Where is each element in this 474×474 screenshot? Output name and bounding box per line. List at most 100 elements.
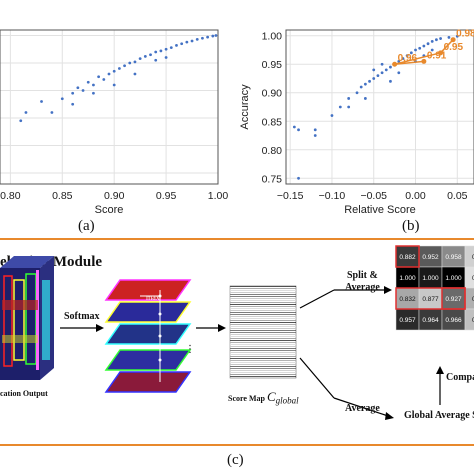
data-point — [422, 44, 426, 48]
grid-cell-value: 1.000 — [422, 275, 439, 282]
data-point — [169, 46, 173, 49]
data-point — [214, 34, 218, 37]
data-point — [435, 38, 438, 42]
grid-cell-value: 0.832 — [399, 296, 416, 303]
data-point — [355, 91, 359, 95]
data-point — [372, 77, 376, 80]
annotation-label: 0.91 — [427, 50, 447, 61]
annotation-marker — [450, 37, 456, 43]
plot-frame — [285, 29, 474, 185]
arrow-up-icon — [436, 366, 444, 374]
svg-text:⋮: ⋮ — [185, 344, 195, 355]
data-point — [81, 89, 85, 92]
data-point — [143, 55, 147, 58]
data-point — [164, 47, 168, 51]
grid-cell-value: 0.957 — [399, 317, 416, 324]
scatter-plot-b: −0.15 −0.10 −0.05 0.00 0.05 0.75 0.80 0.85 0.90 0… — [239, 29, 474, 216]
data-point — [405, 54, 409, 58]
data-point — [60, 97, 64, 101]
classification-output-cube — [0, 256, 54, 380]
data-point — [338, 105, 342, 109]
x-tick-label: 0.00 — [405, 190, 426, 202]
data-point — [19, 119, 23, 123]
grid-cell — [464, 266, 474, 289]
annotation-marker — [438, 50, 444, 56]
grid-cell-value: 0.9 — [472, 317, 474, 324]
annotation-label: 0.95 — [444, 42, 464, 53]
data-point — [380, 62, 384, 66]
x-tick-label: 0.95 — [156, 190, 177, 202]
grid-cell — [464, 308, 474, 331]
module-diagram: ⋮ 0.8820.9520.9580.91.0001.0001.0000.90.… — [0, 245, 474, 420]
data-point — [297, 176, 300, 180]
data-point — [206, 35, 210, 39]
x-tick-label: −0.15 — [277, 190, 304, 202]
y-tick-label: 0.90 — [262, 88, 283, 100]
annotation-marker — [421, 58, 427, 64]
arrow-icon — [385, 412, 394, 420]
data-point — [447, 36, 451, 39]
split-average-grid: 0.882 0.952 0.958 0.9 1.000 1.000 1.000 0.9 0.83… — [395, 245, 474, 331]
highlight-box — [441, 287, 466, 310]
grid-cell-value: 0.9 — [472, 254, 474, 261]
data-point — [292, 125, 296, 129]
data-point — [190, 39, 194, 43]
arrow-icon — [218, 324, 226, 332]
data-point — [149, 53, 152, 57]
global-average-label: Global Average S — [404, 410, 474, 421]
y-tick-label: 0.80 — [262, 145, 283, 157]
data-point — [363, 97, 367, 100]
data-point — [24, 111, 28, 114]
grid-cell-value: 0.964 — [422, 317, 439, 324]
grid-cell-value: 0.877 — [422, 296, 439, 303]
data-point — [401, 57, 405, 60]
input-caption: cation Output — [0, 389, 48, 398]
data-point — [123, 64, 126, 68]
data-point — [201, 36, 204, 40]
annotation-marker — [392, 61, 398, 67]
data-point — [102, 78, 106, 81]
score-map-image — [229, 285, 297, 379]
data-point — [430, 48, 434, 52]
x-tick-label: 0.80 — [0, 190, 21, 202]
max-label: max — [146, 293, 160, 302]
data-point — [347, 105, 351, 109]
grid-cell-value: 0.966 — [445, 317, 462, 324]
arrow-icon — [96, 324, 104, 332]
data-point — [414, 48, 417, 52]
plot-frame — [0, 29, 219, 185]
compare-label: Compa — [446, 372, 474, 383]
data-point — [92, 83, 95, 87]
data-point — [384, 68, 388, 72]
data-point — [195, 37, 199, 41]
split-average-label: Split & Average — [345, 270, 380, 293]
y-tick-label: 1.00 — [262, 31, 283, 43]
subfigure-b-label: (b) — [402, 218, 420, 234]
data-point — [439, 37, 442, 40]
y-tick-label: 0.75 — [262, 173, 283, 185]
data-point — [76, 86, 80, 90]
grid-cell-value: 0.952 — [422, 254, 439, 261]
data-point — [389, 65, 392, 69]
data-point — [359, 85, 363, 89]
data-point — [133, 60, 137, 64]
x-tick-label: 0.90 — [104, 190, 125, 202]
data-point — [368, 79, 371, 83]
data-point — [164, 56, 168, 59]
softmax-planes-stack: ⋮ — [104, 279, 195, 393]
grid-cell-value: 1.000 — [445, 275, 462, 282]
data-point — [107, 72, 111, 76]
grid-cell-value: 0.927 — [445, 296, 462, 303]
data-point — [430, 40, 434, 43]
y-tick-label: 0.95 — [262, 59, 283, 71]
grid-cell-value: 0.882 — [399, 254, 416, 261]
data-point — [330, 114, 334, 117]
data-point — [86, 80, 90, 84]
data-point — [409, 51, 413, 55]
average-label: Average — [345, 403, 380, 414]
softmax-label: Softmax — [64, 311, 100, 322]
data-point — [71, 91, 75, 95]
data-point — [313, 134, 317, 137]
x-tick-label: 0.05 — [447, 190, 468, 202]
x-tick-label: −0.10 — [319, 190, 346, 202]
